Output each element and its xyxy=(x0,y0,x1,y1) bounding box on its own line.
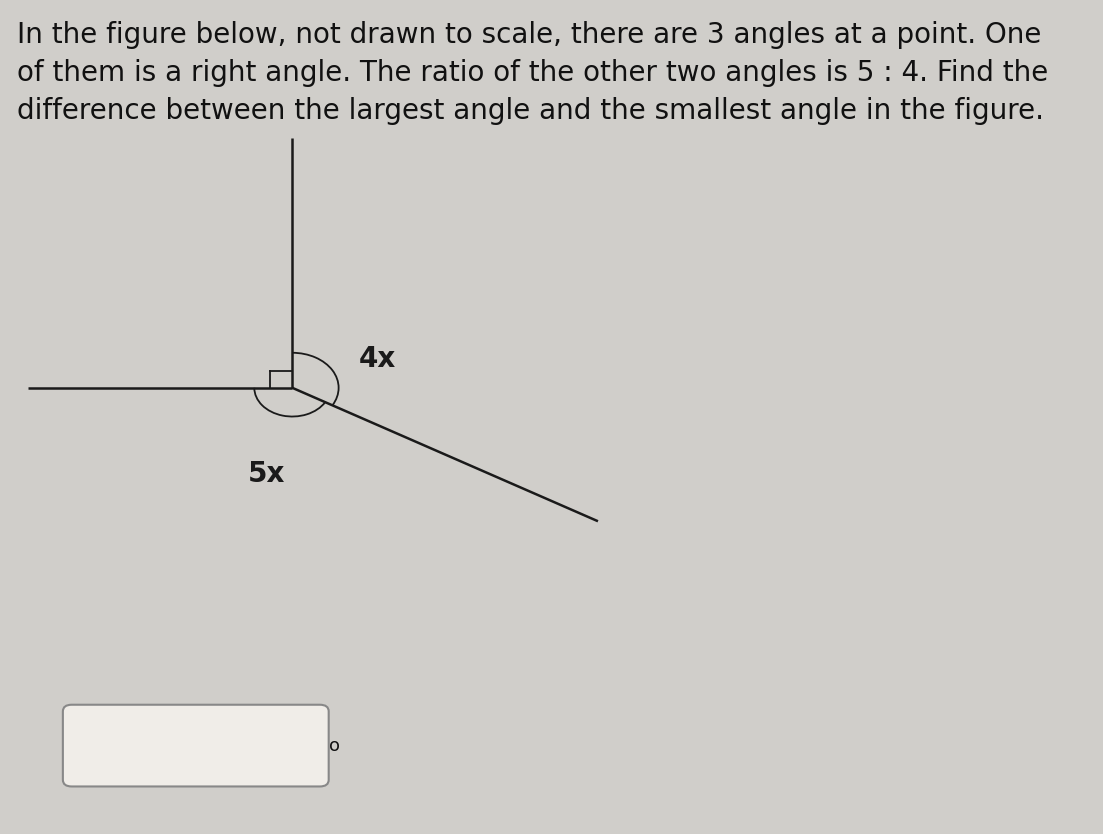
Text: 4x: 4x xyxy=(360,344,396,373)
Text: o: o xyxy=(329,736,340,755)
FancyBboxPatch shape xyxy=(63,705,329,786)
Text: In the figure below, not drawn to scale, there are 3 angles at a point. One
of t: In the figure below, not drawn to scale,… xyxy=(17,21,1048,124)
Text: 5x: 5x xyxy=(248,460,286,488)
